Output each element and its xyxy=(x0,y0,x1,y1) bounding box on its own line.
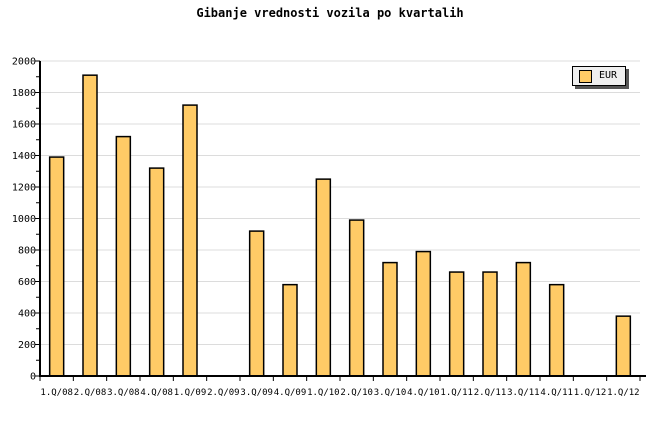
y-axis-label: 0 xyxy=(30,372,36,383)
x-axis-label: 2.Q/09 xyxy=(207,388,240,398)
x-axis-label: 2.Q/10 xyxy=(340,388,373,398)
x-axis-label: 1.Q/10 xyxy=(307,388,340,398)
legend: EUR xyxy=(572,66,627,86)
x-axis-label: 4.Q/11 xyxy=(540,388,573,398)
bar xyxy=(482,271,498,377)
y-axis-label: 1800 xyxy=(12,88,36,99)
bar xyxy=(415,250,432,377)
bar xyxy=(348,219,365,377)
x-axis-label: 4.Q/09 xyxy=(274,388,307,398)
chart-title: Gibanje vrednosti vozila po kvartalih xyxy=(196,6,464,20)
y-axis-label: 1400 xyxy=(12,151,36,162)
y-axis-label: 2000 xyxy=(12,57,36,68)
y-axis-label: 1000 xyxy=(12,214,36,225)
x-axis-label: 3.Q/09 xyxy=(240,388,273,398)
bar xyxy=(282,283,298,377)
x-axis-label: 2.Q/08 xyxy=(74,388,107,398)
bar xyxy=(248,230,265,377)
bar xyxy=(82,74,98,377)
bar xyxy=(315,178,332,377)
x-axis-label: 3.Q/11 xyxy=(507,388,540,398)
y-axis-label: 1600 xyxy=(12,120,36,131)
y-axis-label: 800 xyxy=(18,246,36,257)
bar xyxy=(615,315,632,377)
bar xyxy=(115,135,132,377)
bar xyxy=(48,156,65,377)
x-axis-label: 3.Q/10 xyxy=(374,388,407,398)
x-axis-label: 1.Q/12 xyxy=(574,388,607,398)
x-axis-label: 2.Q/11 xyxy=(474,388,507,398)
y-axis-label: 600 xyxy=(18,277,36,288)
y-axis-label: 400 xyxy=(18,309,36,320)
x-axis-label: 4.Q/10 xyxy=(407,388,440,398)
bar xyxy=(448,271,465,377)
x-axis-label: 1.Q/09 xyxy=(174,388,207,398)
x-axis-label: 1.Q/08 xyxy=(40,388,73,398)
bar xyxy=(148,167,165,377)
bar xyxy=(182,104,198,377)
x-axis-label: 3.Q/08 xyxy=(107,388,140,398)
legend-swatch-eur xyxy=(579,69,592,83)
y-axis-label: 1200 xyxy=(12,183,36,194)
y-axis-label: 200 xyxy=(18,340,36,351)
x-axis-label: 1.Q/11 xyxy=(440,388,473,398)
bar xyxy=(382,261,398,377)
x-axis-label: 1.Q/12 xyxy=(607,388,640,398)
bar xyxy=(515,261,532,377)
legend-label: EUR xyxy=(599,70,618,81)
bar xyxy=(548,283,565,377)
x-axis-label: 4.Q/08 xyxy=(140,388,173,398)
